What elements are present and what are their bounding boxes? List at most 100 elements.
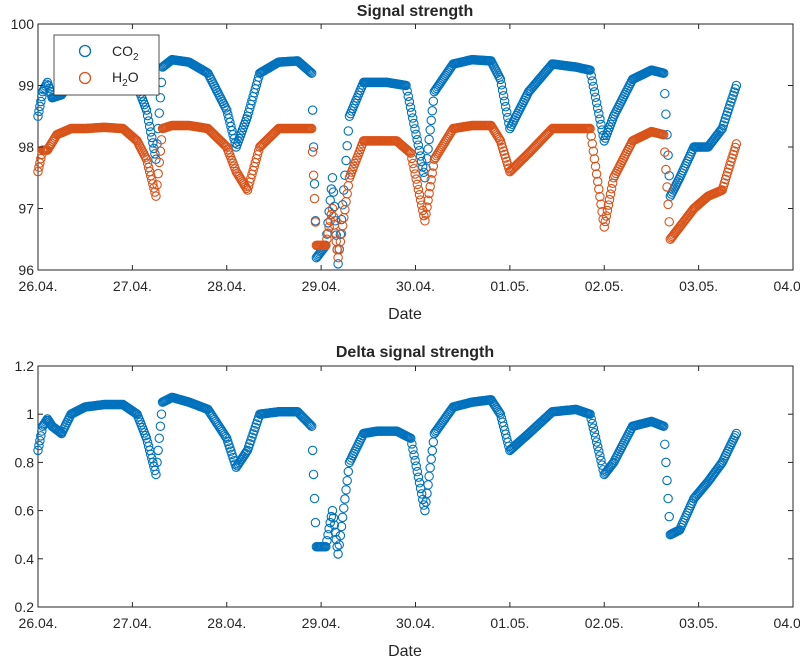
x-tick-label: 26.04. xyxy=(19,615,58,631)
data-point xyxy=(410,455,420,466)
data-point xyxy=(36,96,46,107)
x-tick-label: 02.05. xyxy=(585,278,624,294)
data-point xyxy=(428,96,439,106)
data-point xyxy=(220,103,231,113)
y-tick-label: 96 xyxy=(18,262,34,278)
data-point xyxy=(406,148,416,158)
data-point xyxy=(662,475,672,486)
data-point xyxy=(152,457,162,468)
data-point xyxy=(588,146,599,157)
data-point xyxy=(435,78,445,89)
data-point xyxy=(156,135,167,145)
data-point xyxy=(326,209,337,220)
data-point xyxy=(437,417,447,428)
data-point xyxy=(307,105,318,115)
data-point xyxy=(407,113,418,123)
data-point xyxy=(441,68,452,79)
data-point xyxy=(322,234,332,245)
data-point xyxy=(33,111,43,122)
data-point xyxy=(594,446,604,457)
y-tick-label: 0.8 xyxy=(15,454,35,470)
data-point xyxy=(220,431,231,442)
data-point xyxy=(33,166,43,177)
data-point xyxy=(590,92,601,103)
data-point xyxy=(326,184,337,194)
data-point xyxy=(494,407,505,418)
data-point xyxy=(590,161,601,172)
data-point xyxy=(336,521,347,532)
data-point xyxy=(595,451,605,461)
data-point xyxy=(440,413,451,423)
data-point xyxy=(306,421,317,431)
data-point xyxy=(303,65,314,76)
y-axis-ticks: 96 97 98 99 100 xyxy=(11,16,793,278)
data-point xyxy=(409,118,419,129)
data-point xyxy=(414,145,425,156)
data-point xyxy=(424,188,434,199)
data-point xyxy=(586,70,596,81)
y-tick-label: 0.6 xyxy=(15,503,35,519)
x-tick-label: 29.04. xyxy=(302,278,341,294)
data-point xyxy=(436,419,446,429)
legend-marker-co2 xyxy=(78,44,92,58)
data-point xyxy=(664,217,674,227)
y-tick-label: 1.2 xyxy=(15,358,35,374)
data-point xyxy=(419,210,429,221)
data-point xyxy=(587,418,598,429)
data-point xyxy=(427,168,438,178)
legend-label-h2o: H2O xyxy=(112,69,139,89)
data-point xyxy=(606,183,617,194)
data-point xyxy=(323,228,333,238)
data-point xyxy=(131,135,141,145)
data-point xyxy=(497,85,508,96)
data-point xyxy=(424,134,434,145)
data-point xyxy=(442,67,453,77)
data-point xyxy=(606,460,617,470)
data-point xyxy=(587,76,598,86)
data-point xyxy=(660,439,670,450)
data-point xyxy=(154,108,165,118)
data-point xyxy=(33,445,43,456)
x-axis-ticks: 26.04. 27.04. 28.04. 29.04. 30.04. 01.05. 02.0… xyxy=(19,366,800,631)
data-point xyxy=(588,423,599,433)
data-point xyxy=(430,85,441,95)
legend-marker-h2o xyxy=(78,71,92,85)
data-point xyxy=(240,448,251,459)
data-point xyxy=(328,513,339,523)
data-point xyxy=(36,153,46,164)
data-point xyxy=(596,119,606,130)
data-point xyxy=(498,91,509,101)
data-point xyxy=(144,121,155,132)
data-point xyxy=(416,200,427,210)
data-point xyxy=(343,466,354,477)
data-point xyxy=(661,457,671,468)
data-point xyxy=(730,430,741,441)
chart-title: Signal strength xyxy=(357,3,473,20)
x-tick-label: 04.05. xyxy=(774,278,800,294)
data-point xyxy=(661,164,671,175)
data-point xyxy=(414,190,425,200)
data-point xyxy=(495,74,506,85)
data-point xyxy=(154,157,165,168)
data-point xyxy=(322,535,332,546)
data-point xyxy=(422,202,432,212)
x-tick-label: 02.05. xyxy=(585,615,624,631)
data-point xyxy=(413,184,424,195)
data-point xyxy=(605,189,616,199)
data-point xyxy=(603,200,614,210)
data-point xyxy=(413,140,424,150)
data-point xyxy=(402,145,413,156)
data-point xyxy=(321,541,331,552)
data-point xyxy=(412,135,422,145)
y-tick-label: 0.2 xyxy=(15,599,35,615)
data-point xyxy=(241,183,252,194)
data-point xyxy=(658,421,669,431)
data-point xyxy=(241,447,252,457)
data-point xyxy=(405,102,416,112)
data-point xyxy=(337,200,348,210)
data-point xyxy=(202,67,212,78)
data-point xyxy=(336,214,347,225)
data-point xyxy=(308,469,319,480)
y-tick-label: 1 xyxy=(26,406,34,422)
